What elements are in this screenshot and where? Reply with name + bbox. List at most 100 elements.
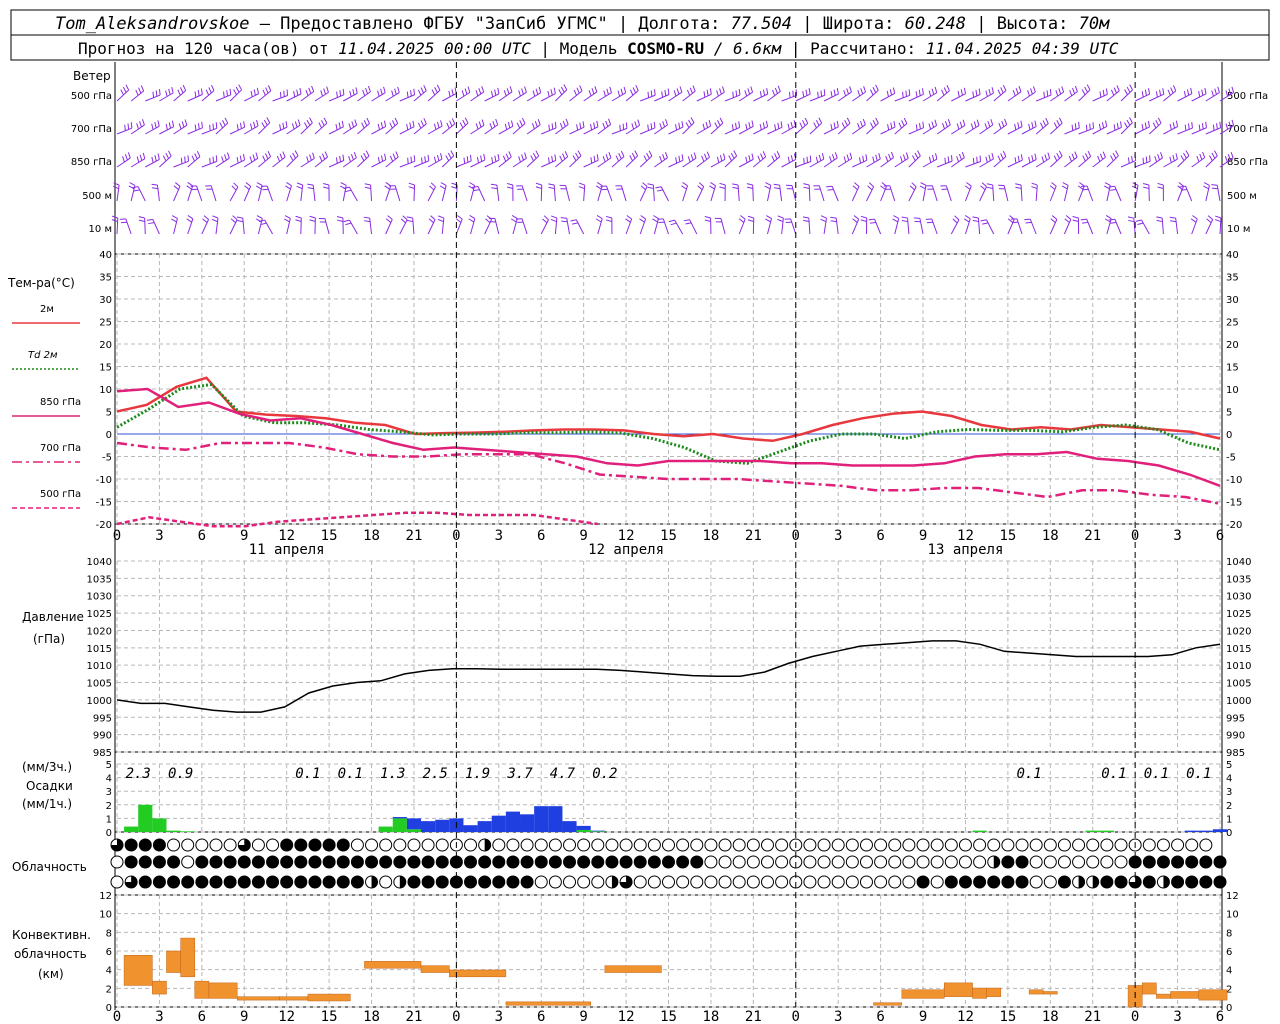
wind-barb xyxy=(439,182,447,202)
barb-feather xyxy=(815,156,819,163)
barb-feather xyxy=(237,220,244,223)
barb-shaft xyxy=(977,218,981,235)
cloud-symbol xyxy=(223,838,237,852)
wind-barb xyxy=(484,87,500,102)
x-tick: 6 xyxy=(876,528,884,544)
x-tick: 21 xyxy=(745,1009,762,1024)
wind-barb xyxy=(1205,215,1214,235)
wind-barb xyxy=(1077,182,1085,202)
barb-feather xyxy=(385,182,391,187)
barb-feather xyxy=(146,218,153,221)
barb-feather xyxy=(324,151,328,158)
barb-shaft xyxy=(724,155,737,168)
barb-feather xyxy=(1184,124,1187,131)
barb-feather xyxy=(706,89,709,96)
precip-bar xyxy=(1198,830,1213,832)
barb-shaft xyxy=(540,93,556,102)
cloud-symbol xyxy=(704,838,718,852)
barb-feather xyxy=(1152,122,1157,129)
wind-barb xyxy=(484,154,500,168)
barb-feather xyxy=(348,156,352,162)
barb-feather xyxy=(793,153,797,160)
barb-feather xyxy=(151,156,154,163)
conv-bar xyxy=(873,1002,903,1006)
barb-feather xyxy=(165,90,168,97)
wind-barb xyxy=(611,86,627,102)
wind-barb xyxy=(668,219,684,235)
cloud-circle xyxy=(845,838,859,852)
barb-shaft xyxy=(512,91,527,102)
barb-feather xyxy=(1183,90,1187,98)
cloud-symbol xyxy=(308,838,322,852)
x-tick: 0 xyxy=(452,1009,460,1024)
cloud-symbol xyxy=(704,875,718,889)
barb-feather xyxy=(698,182,705,187)
barb-feather xyxy=(446,122,450,129)
cloud-circle xyxy=(266,875,280,889)
barb-feather xyxy=(229,88,232,95)
wind-barb xyxy=(625,150,639,168)
cloud-symbol xyxy=(393,855,407,869)
barb-feather xyxy=(639,218,645,223)
barb-shaft xyxy=(1219,157,1234,168)
barb-feather xyxy=(956,123,960,130)
barb-feather xyxy=(1049,89,1052,96)
wind-barb xyxy=(371,120,387,135)
barb-feather xyxy=(602,122,606,129)
barb-feather xyxy=(686,89,691,96)
cloud-circle xyxy=(322,875,336,889)
cloud-part xyxy=(111,839,123,851)
barb-feather xyxy=(867,185,873,191)
barb-feather xyxy=(1113,124,1116,131)
barb-feather xyxy=(606,88,609,95)
wind-barb xyxy=(696,120,712,135)
barb-feather xyxy=(211,84,215,91)
barb-feather xyxy=(1208,155,1213,162)
barb-feather xyxy=(911,182,917,188)
barb-feather xyxy=(1034,153,1037,160)
wind-barb xyxy=(777,215,784,235)
precip-bar xyxy=(562,821,577,832)
barb-shaft xyxy=(1021,159,1037,168)
barb-feather xyxy=(434,87,438,93)
barb-feather xyxy=(535,88,539,95)
wind-barb xyxy=(1092,120,1108,135)
cloud-circle xyxy=(534,875,548,889)
barb-feather xyxy=(668,219,675,223)
precip-total: 2.3 xyxy=(126,766,151,782)
cloud-symbol xyxy=(110,875,124,889)
barb-shaft xyxy=(1007,159,1023,168)
cloud-symbols xyxy=(110,838,1227,889)
model-name: COSMO-RU xyxy=(627,39,704,58)
cloud-symbol xyxy=(718,838,732,852)
barb-feather xyxy=(394,117,399,124)
barb-feather xyxy=(497,154,500,161)
barb-feather xyxy=(1214,219,1221,223)
wind-barb xyxy=(389,185,401,202)
barb-shaft xyxy=(116,127,133,135)
wind-barb xyxy=(328,120,344,135)
barb-feather xyxy=(759,123,762,131)
precip-bar xyxy=(1085,830,1100,832)
wind-barb xyxy=(1078,84,1091,102)
wind-barb xyxy=(704,216,712,235)
barb-feather xyxy=(296,185,303,190)
cloud-symbol xyxy=(916,838,930,852)
conv-bar xyxy=(236,996,280,1001)
pressure-ytick-right: 1030 xyxy=(1226,592,1251,603)
cloud-symbol xyxy=(1199,875,1213,889)
wind-barb xyxy=(244,87,259,102)
barb-feather xyxy=(1120,121,1122,128)
wind-barb xyxy=(1163,85,1177,102)
barb-feather xyxy=(803,183,810,186)
wind-barb xyxy=(668,121,684,135)
wind-barb xyxy=(1007,120,1023,135)
conv-ytick-left: 2 xyxy=(106,984,112,995)
cloud-circle xyxy=(1142,838,1156,852)
barb-shaft xyxy=(1120,160,1136,168)
cloud-symbol xyxy=(1142,875,1156,889)
barb-feather xyxy=(221,156,224,163)
barb-feather xyxy=(640,215,646,220)
barb-feather xyxy=(256,215,263,219)
barb-shaft xyxy=(931,218,938,235)
